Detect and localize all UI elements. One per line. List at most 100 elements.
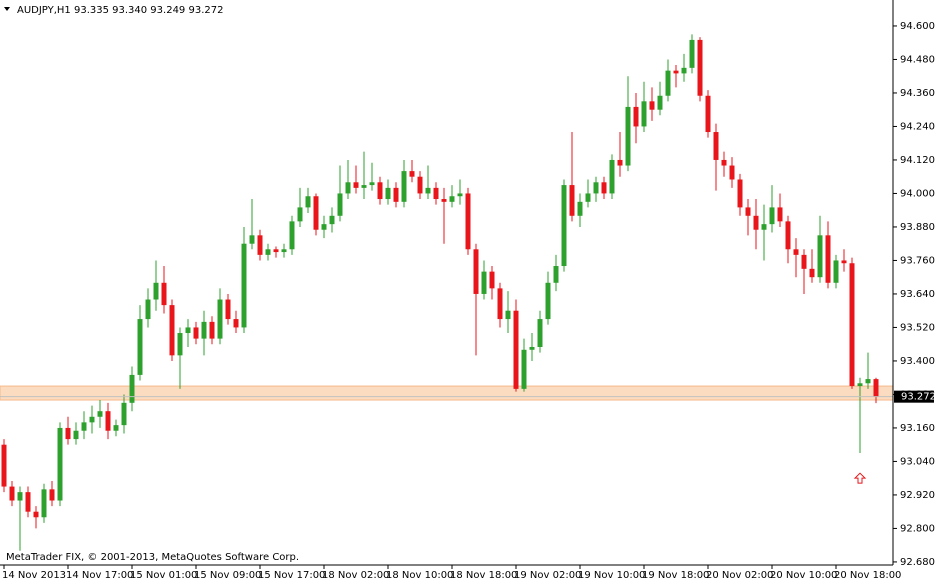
- candle-body: [393, 187, 399, 202]
- candle-body: [465, 193, 471, 250]
- candle-body: [273, 249, 279, 253]
- candle-body: [377, 182, 383, 200]
- candle-body: [481, 271, 487, 294]
- candle-body: [617, 159, 623, 166]
- candle-body: [241, 243, 247, 328]
- candle-body: [409, 171, 415, 177]
- candle-body: [401, 171, 407, 202]
- candle-body: [225, 299, 231, 320]
- candle-body: [745, 207, 751, 216]
- candle-body: [361, 185, 367, 188]
- candle-body: [289, 221, 295, 250]
- candle-body: [313, 196, 319, 230]
- candle-body: [73, 430, 79, 440]
- x-tick-label: 18 Nov 10:00: [386, 570, 453, 581]
- candle-body: [649, 101, 655, 110]
- x-tick-label: 20 Nov 10:00: [770, 570, 837, 581]
- candle-body: [305, 196, 311, 208]
- y-tick-label: 93.400: [900, 356, 935, 367]
- candle-body: [625, 106, 631, 166]
- candle-body: [857, 383, 863, 387]
- candle-body: [265, 249, 271, 255]
- candle-body: [193, 327, 199, 339]
- candle-body: [89, 416, 95, 423]
- candle-body: [369, 182, 375, 186]
- candle-body: [297, 207, 303, 222]
- x-tick-label: 15 Nov 01:00: [130, 570, 197, 581]
- candle-body: [553, 266, 559, 283]
- candle-body: [793, 249, 799, 255]
- candle-body: [185, 327, 191, 334]
- candle-body: [713, 132, 719, 160]
- candle-body: [865, 379, 871, 384]
- candle-body: [113, 425, 119, 431]
- candle-body: [385, 187, 391, 200]
- x-tick-label: 19 Nov 10:00: [578, 570, 645, 581]
- candle-body: [705, 95, 711, 133]
- candle-body: [145, 299, 151, 320]
- candle-body: [233, 319, 239, 328]
- candle-body: [17, 492, 23, 501]
- candle-body: [257, 235, 263, 255]
- y-tick-label: 92.920: [900, 490, 935, 501]
- candle-body: [697, 39, 703, 96]
- candle-body: [345, 182, 351, 194]
- candle-body: [537, 319, 543, 347]
- x-tick-label: 20 Nov 18:00: [834, 570, 901, 581]
- candle-body: [641, 101, 647, 127]
- candle-body: [337, 193, 343, 216]
- y-tick-label: 94.480: [900, 54, 935, 65]
- candle-body: [25, 492, 31, 512]
- y-tick-label: 93.040: [900, 456, 935, 467]
- candle-body: [513, 310, 519, 389]
- candle-body: [769, 207, 775, 225]
- x-tick-label: 18 Nov 02:00: [322, 570, 389, 581]
- candle-body: [505, 310, 511, 320]
- chart-title: AUDJPY,H1 93.335 93.340 93.249 93.272: [17, 5, 223, 16]
- candle-body: [169, 305, 175, 356]
- candle-body: [633, 106, 639, 127]
- y-tick-label: 92.800: [900, 523, 935, 534]
- candle-body: [545, 282, 551, 320]
- candle-body: [441, 199, 447, 202]
- y-tick-label: 92.680: [900, 557, 935, 568]
- candle-body: [321, 224, 327, 230]
- candle-body: [497, 288, 503, 320]
- candle-body: [761, 224, 767, 230]
- x-tick-label: 15 Nov 17:00: [258, 570, 325, 581]
- candle-body: [457, 193, 463, 197]
- y-tick-label: 93.760: [900, 255, 935, 266]
- candle-body: [1, 444, 7, 487]
- y-tick-label: 94.240: [900, 121, 935, 132]
- y-tick-label: 93.880: [900, 222, 935, 233]
- y-tick-label: 94.600: [900, 21, 935, 32]
- x-tick-label: 18 Nov 18:00: [450, 570, 517, 581]
- copyright: MetaTrader FIX, © 2001-2013, MetaQuotes …: [6, 552, 299, 563]
- last-price-box: [894, 390, 934, 403]
- candle-body: [569, 185, 575, 216]
- candle-body: [433, 187, 439, 200]
- x-tick-label: 20 Nov 02:00: [706, 570, 773, 581]
- candle-body: [121, 402, 127, 426]
- x-tick-label: 19 Nov 18:00: [642, 570, 709, 581]
- candle-body: [417, 176, 423, 194]
- candle-body: [353, 182, 359, 188]
- candle-body: [817, 235, 823, 278]
- candle-body: [105, 411, 111, 431]
- candle-body: [281, 249, 287, 253]
- candle-body: [489, 271, 495, 289]
- candle-body: [249, 235, 255, 244]
- y-tick-label: 94.360: [900, 88, 935, 99]
- candle-body: [65, 427, 71, 440]
- candle-body: [329, 215, 335, 225]
- candle-body: [153, 282, 159, 300]
- candle-body: [609, 159, 615, 194]
- last-price-label: 93.272: [901, 392, 935, 403]
- candle-body: [657, 95, 663, 110]
- candle-body: [873, 379, 879, 397]
- candle-body: [473, 249, 479, 294]
- candle-body: [721, 159, 727, 166]
- y-tick-label: 94.120: [900, 155, 935, 166]
- x-tick-label: 14 Nov 17:00: [66, 570, 133, 581]
- candle-body: [833, 260, 839, 283]
